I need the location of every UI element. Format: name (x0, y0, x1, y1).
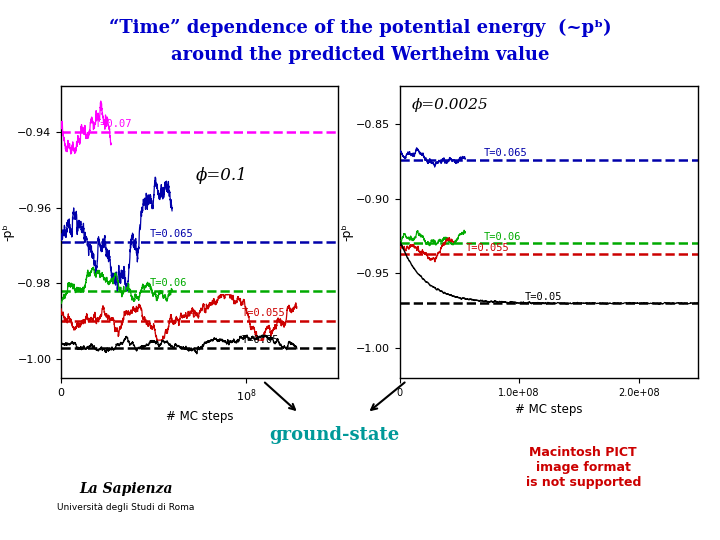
X-axis label: # MC steps: # MC steps (516, 403, 582, 416)
X-axis label: # MC steps: # MC steps (166, 410, 233, 423)
Text: around the predicted Wertheim value: around the predicted Wertheim value (171, 46, 549, 64)
Text: T=0.06: T=0.06 (150, 278, 187, 288)
Text: ground-state: ground-state (270, 426, 400, 444)
Text: T=0.07: T=0.07 (94, 119, 132, 129)
Text: T=0.065: T=0.065 (150, 228, 194, 239)
Text: T=0.06: T=0.06 (483, 232, 521, 242)
Text: T=0.05: T=0.05 (525, 292, 562, 302)
Y-axis label: -pᵇ: -pᵇ (1, 224, 14, 241)
Text: “Time” dependence of the potential energy  (~pᵇ): “Time” dependence of the potential energ… (109, 19, 611, 37)
Text: Università degli Studi di Roma: Università degli Studi di Roma (58, 503, 194, 512)
Text: T=0.065: T=0.065 (483, 148, 527, 158)
Text: Macintosh PICT
image format
is not supported: Macintosh PICT image format is not suppo… (526, 446, 641, 489)
Text: La Sapienza: La Sapienza (79, 482, 173, 496)
Y-axis label: -pᵇ: -pᵇ (340, 224, 353, 241)
Text: T=0.05: T=0.05 (241, 335, 279, 345)
Text: T=0.055: T=0.055 (465, 242, 509, 253)
Text: T=0.055: T=0.055 (241, 308, 285, 318)
Text: ϕ=0.1: ϕ=0.1 (196, 167, 248, 184)
Text: ϕ=0.0025: ϕ=0.0025 (412, 98, 488, 112)
